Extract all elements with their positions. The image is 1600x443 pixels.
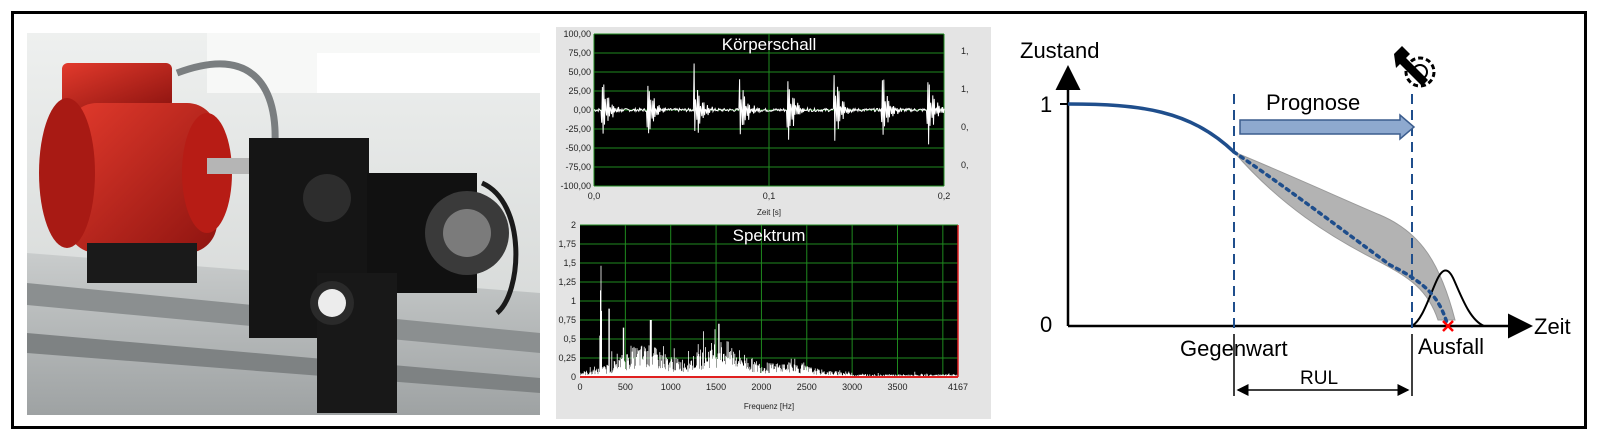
- y-tick-label: 25,00: [568, 86, 591, 96]
- y-tick-label: 2: [571, 220, 576, 230]
- structure-borne-sound-plot: Körperschall 100,00 75,00 50,00 25,00 0,00 -2…: [560, 29, 968, 217]
- spectrum-plot: Spektrum 2 1,75 1,5 1,25 1 0,75 0,5 0,25 0 0 500 1…: [558, 220, 968, 411]
- motor: [39, 60, 279, 283]
- y-tick-label: 1,75: [558, 239, 576, 249]
- y-tick-label: 0,5: [563, 334, 576, 344]
- y-tick-label: 0: [571, 372, 576, 382]
- x-tick-label: 3000: [842, 382, 862, 392]
- x-tick-label: 500: [618, 382, 633, 392]
- test-rig-photo: [27, 33, 540, 415]
- health-state-curve: [1067, 102, 1236, 154]
- y-tick-one: 1: [1040, 92, 1052, 117]
- y-tick-zero: 0: [1040, 312, 1052, 337]
- y-tick-label: 100,00: [563, 29, 591, 39]
- x-tick-label: 1500: [706, 382, 726, 392]
- y-tick-label: 50,00: [568, 67, 591, 77]
- y-tick-label: 0,00: [573, 105, 591, 115]
- y-tick-label: -100,00: [560, 181, 591, 191]
- right-axis-tick: 0,: [961, 122, 969, 132]
- measurement-screen: Körperschall 100,00 75,00 50,00 25,00 0,00 -2…: [556, 27, 991, 419]
- bottom-plot-xlabel: Frequenz [Hz]: [744, 402, 794, 411]
- predicted-health-curve: [1232, 150, 1450, 328]
- vibration-signal-trace: [593, 63, 945, 145]
- prognosis-arrow: [1239, 113, 1416, 141]
- y-tick-label: -50,00: [565, 143, 591, 153]
- right-axis-tick: 1,: [961, 46, 969, 56]
- x-tick-label: 3500: [887, 382, 907, 392]
- y-tick-label: 0,75: [558, 315, 576, 325]
- failure-label: Ausfall: [1418, 334, 1484, 359]
- y-tick-label: 75,00: [568, 48, 591, 58]
- x-tick-label: 0,0: [588, 191, 601, 201]
- y-tick-label: -75,00: [565, 162, 591, 172]
- y-tick-label: 0,25: [558, 353, 576, 363]
- bottom-plot-title: Spektrum: [733, 226, 806, 245]
- y-tick-label: 1: [571, 296, 576, 306]
- x-tick-label: 0: [577, 382, 582, 392]
- prediction-uncertainty-band: [1233, 151, 1456, 321]
- y-tick-label: 1,25: [558, 277, 576, 287]
- right-axis-tick: 0,: [961, 160, 969, 170]
- failure-distribution-curve: [1411, 269, 1485, 327]
- rul-label: RUL: [1300, 368, 1338, 389]
- x-tick-label: 2000: [751, 382, 771, 392]
- right-axis-tick: 1,: [961, 84, 969, 94]
- failure-point-marker: [1442, 320, 1454, 332]
- x-tick-label: 0,1: [763, 191, 776, 201]
- y-tick-label: 1,5: [563, 258, 576, 268]
- bearing-block: [249, 138, 519, 413]
- top-plot-xlabel: Zeit [s]: [757, 208, 781, 217]
- y-axis-label: Zustand: [1020, 38, 1100, 63]
- prognosis-label: Prognose: [1266, 90, 1360, 115]
- y-tick-label: -25,00: [565, 124, 591, 134]
- x-tick-label: 1000: [661, 382, 681, 392]
- x-tick-label: 2500: [797, 382, 817, 392]
- top-plot-title: Körperschall: [722, 35, 817, 54]
- x-tick-label: 0,2: [938, 191, 951, 201]
- x-axis-label: Zeit: [1534, 314, 1571, 339]
- maintenance-wrench-gear-icon: [1394, 46, 1436, 88]
- x-tick-label: 4167: [948, 382, 968, 392]
